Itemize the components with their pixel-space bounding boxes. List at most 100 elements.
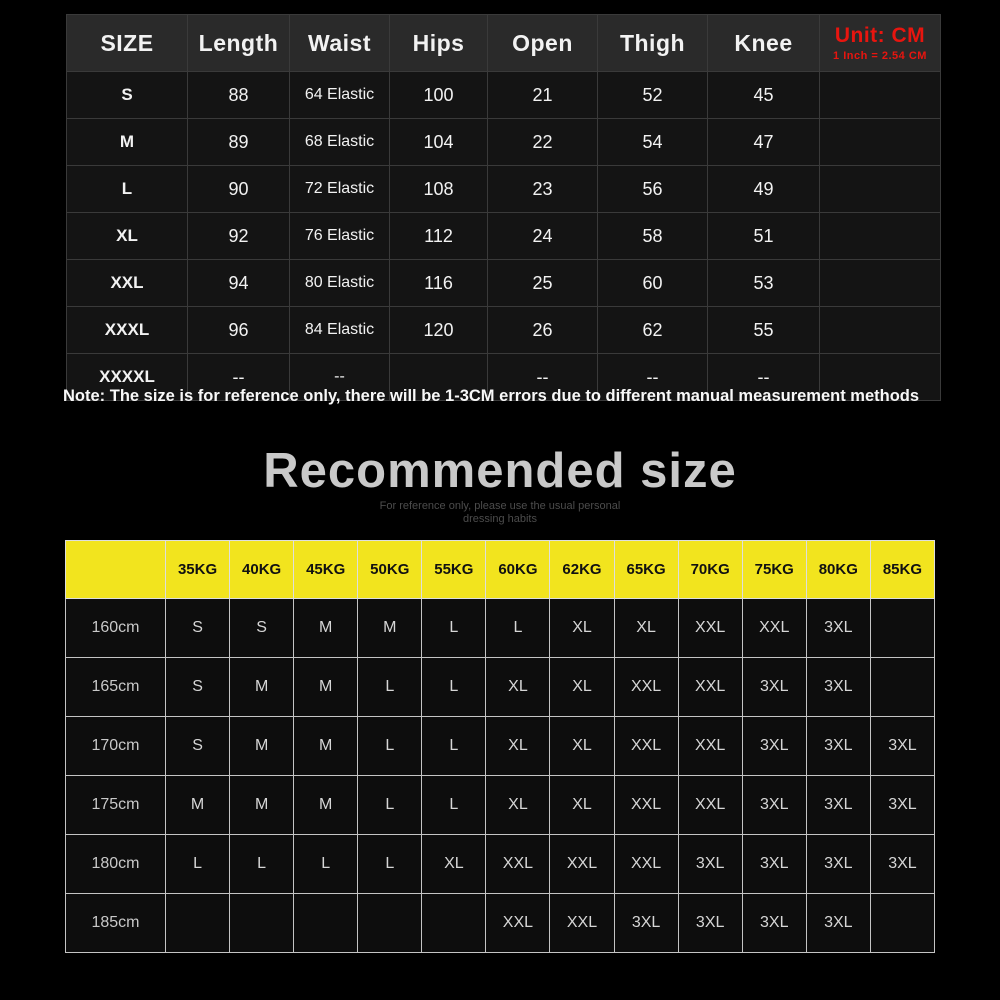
- open-value: 21: [487, 71, 598, 119]
- size-cell: 3XL: [869, 716, 936, 776]
- size-cell: [229, 893, 295, 953]
- size-cell: [869, 657, 936, 717]
- size-cell: M: [293, 657, 359, 717]
- size-cell: L: [293, 834, 359, 894]
- measurement-note: Note: The size is for reference only, th…: [63, 387, 920, 405]
- size-cell: 3XL: [805, 598, 871, 658]
- size-cell: S: [164, 598, 231, 658]
- height-label: 165cm: [65, 657, 166, 717]
- size-cell: M: [229, 716, 295, 776]
- unit-cm-label: Unit: CM: [834, 23, 926, 47]
- size-cell: [293, 893, 359, 953]
- height-label: 180cm: [65, 834, 166, 894]
- size-cell: XL: [549, 716, 615, 776]
- open-value: 26: [487, 306, 598, 354]
- empty-cell: [819, 306, 941, 354]
- size-cell: 3XL: [741, 834, 807, 894]
- table-row: 180cm L L L L XL XXL XXL XXL 3XL 3XL 3XL…: [65, 834, 936, 894]
- length-value: 92: [187, 212, 290, 260]
- hips-value: 112: [389, 212, 488, 260]
- hips-value: 116: [389, 259, 488, 307]
- size-cell: 3XL: [613, 893, 679, 953]
- size-cell: XXL: [485, 834, 551, 894]
- empty-cell: [819, 71, 941, 119]
- size-cell: XXL: [549, 893, 615, 953]
- size-cell: L: [357, 657, 423, 717]
- size-cell: XL: [549, 775, 615, 835]
- size-cell: 3XL: [805, 893, 871, 953]
- table-row: 170cm S M M L L XL XL XXL XXL 3XL 3XL 3X…: [65, 716, 936, 776]
- length-value: 96: [187, 306, 290, 354]
- subtitle-line-1: For reference only, please use the usual…: [379, 500, 621, 512]
- thigh-value: 52: [597, 71, 708, 119]
- length-value: 88: [187, 71, 290, 119]
- size-cell: 3XL: [741, 775, 807, 835]
- waist-value: --: [289, 353, 390, 401]
- inch-conversion-label: 1 Inch = 2.54 CM: [833, 49, 927, 62]
- empty-cell: [819, 118, 941, 166]
- knee-value: 53: [707, 259, 820, 307]
- open-value: 23: [487, 165, 598, 213]
- knee-value: 49: [707, 165, 820, 213]
- size-cell: [421, 893, 487, 953]
- size-cell: 3XL: [869, 834, 936, 894]
- open-value: 24: [487, 212, 598, 260]
- size-cell: L: [485, 598, 551, 658]
- size-cell: 3XL: [677, 834, 743, 894]
- col-header-waist: Waist: [289, 14, 390, 72]
- thigh-value: --: [597, 353, 708, 401]
- size-label: XXXXL: [66, 353, 188, 401]
- size-cell: L: [357, 834, 423, 894]
- thigh-value: 54: [597, 118, 708, 166]
- knee-value: 55: [707, 306, 820, 354]
- col-header-thigh: Thigh: [597, 14, 708, 72]
- size-cell: XL: [613, 598, 679, 658]
- size-cell: M: [293, 775, 359, 835]
- size-cell: XL: [421, 834, 487, 894]
- size-cell: 3XL: [741, 657, 807, 717]
- size-cell: XL: [549, 657, 615, 717]
- col-header-length: Length: [187, 14, 290, 72]
- waist-value: 76 Elastic: [289, 212, 390, 260]
- size-cell: L: [357, 716, 423, 776]
- height-label: 185cm: [65, 893, 166, 953]
- waist-value: 68 Elastic: [289, 118, 390, 166]
- open-value: --: [487, 353, 598, 401]
- weight-header: 35KG: [164, 540, 231, 599]
- waist-value: 72 Elastic: [289, 165, 390, 213]
- size-cell: [869, 598, 936, 658]
- size-cell: XXL: [677, 657, 743, 717]
- waist-value: 64 Elastic: [289, 71, 390, 119]
- size-cell: M: [229, 657, 295, 717]
- length-value: 90: [187, 165, 290, 213]
- hips-value: 104: [389, 118, 488, 166]
- col-header-hips: Hips: [389, 14, 488, 72]
- col-header-open: Open: [487, 14, 598, 72]
- size-cell: XXL: [613, 716, 679, 776]
- size-cell: XXL: [677, 775, 743, 835]
- waist-value: 80 Elastic: [289, 259, 390, 307]
- size-cell: 3XL: [805, 657, 871, 717]
- size-cell: [164, 893, 231, 953]
- col-header-size: SIZE: [66, 14, 188, 72]
- waist-value: 84 Elastic: [289, 306, 390, 354]
- empty-cell: [819, 165, 941, 213]
- weight-header: 50KG: [357, 540, 423, 599]
- size-cell: XL: [485, 716, 551, 776]
- hips-value: [389, 353, 488, 401]
- size-cell: M: [164, 775, 231, 835]
- col-header-knee: Knee: [707, 14, 820, 72]
- table-row: 185cm XXL XXL 3XL 3XL 3XL 3XL: [65, 893, 936, 953]
- table-row: XL 92 76 Elastic 112 24 58 51: [66, 212, 941, 260]
- recommended-size-title: Recommended size: [263, 444, 737, 498]
- empty-cell: [819, 212, 941, 260]
- measurement-header-row: SIZE Length Waist Hips Open Thigh Knee U…: [66, 14, 941, 72]
- size-cell: [357, 893, 423, 953]
- size-label: XXL: [66, 259, 188, 307]
- size-cell: M: [293, 598, 359, 658]
- weight-header: 62KG: [549, 540, 615, 599]
- table-row: XXXXL -- -- -- -- --: [66, 353, 941, 401]
- size-cell: XXL: [549, 834, 615, 894]
- size-cell: L: [421, 775, 487, 835]
